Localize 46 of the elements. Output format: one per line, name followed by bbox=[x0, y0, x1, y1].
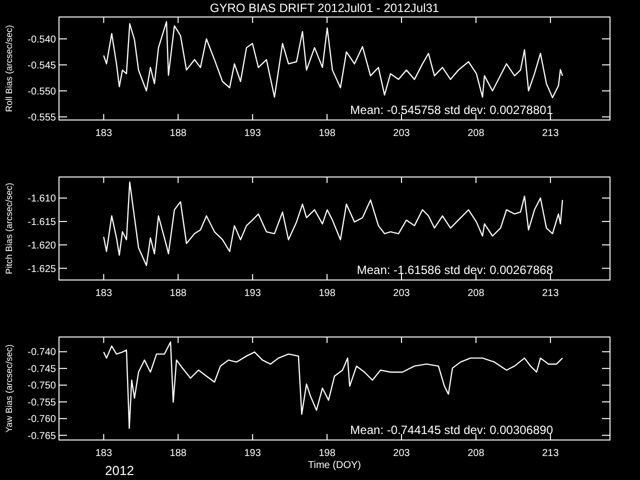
x-tick-label: 188 bbox=[170, 288, 187, 299]
y-tick-label: -0.750 bbox=[28, 380, 56, 392]
x-tick-label: 183 bbox=[95, 288, 112, 299]
x-tick-label: 213 bbox=[542, 288, 560, 299]
x-tick-label: 203 bbox=[393, 288, 410, 299]
x-tick-label: 198 bbox=[318, 128, 336, 139]
x-tick-label: 208 bbox=[468, 448, 485, 459]
x-tick-label: 213 bbox=[542, 128, 560, 139]
x-tick-label: 188 bbox=[170, 448, 187, 459]
y-tick-label: -0.555 bbox=[28, 112, 56, 124]
x-tick-label: 193 bbox=[244, 128, 262, 139]
x-tick-label: 213 bbox=[542, 448, 560, 459]
x-tick-label: 208 bbox=[468, 288, 485, 299]
y-tick-label: -0.740 bbox=[28, 347, 56, 358]
x-tick-label: 183 bbox=[95, 128, 112, 139]
line-series bbox=[103, 182, 564, 266]
y-tick-label: -0.550 bbox=[28, 86, 56, 98]
y-tick-label: -1.625 bbox=[28, 264, 56, 275]
x-tick-label: 203 bbox=[393, 128, 410, 139]
annotation: Mean: -0.545758 std dev: 0.00278801 bbox=[350, 103, 554, 117]
x-axis-title: Time (DOY) bbox=[308, 460, 361, 471]
x-tick-label: 208 bbox=[468, 128, 485, 139]
text: 2012 bbox=[105, 463, 134, 478]
chart-title: GYRO BIAS DRIFT 2012Jul01 - 2012Jul31 bbox=[210, 1, 440, 15]
annotation: Mean: -0.744145 std dev: 0.00306890 bbox=[350, 423, 554, 437]
x-tick-label: 198 bbox=[318, 288, 336, 299]
y-tick-label: -0.765 bbox=[28, 430, 56, 442]
y-tick-label: -1.615 bbox=[28, 216, 56, 228]
y-tick-label: -0.545 bbox=[28, 60, 56, 72]
line-series bbox=[103, 21, 564, 98]
x-tick-label: 203 bbox=[393, 448, 410, 459]
x-tick-label: 193 bbox=[244, 448, 262, 459]
x-tick-label: 198 bbox=[318, 448, 336, 459]
x-tick-label: 193 bbox=[244, 288, 262, 299]
y-axis-title: Roll Bias (arcsec/sec) bbox=[4, 24, 14, 112]
y-tick-label: -1.620 bbox=[28, 240, 56, 252]
y-axis-title: Pitch Bias (arcsec/sec) bbox=[4, 182, 14, 274]
x-tick-label: 183 bbox=[95, 448, 112, 459]
y-tick-label: -0.745 bbox=[28, 364, 56, 375]
y-tick-label: -0.760 bbox=[28, 414, 56, 426]
annotation: Mean: -1.61586 std dev: 0.00267868 bbox=[356, 263, 554, 277]
y-axis-title: Yaw Bias (arcsec/sec) bbox=[4, 344, 14, 433]
x-tick-label: 188 bbox=[170, 128, 187, 139]
y-tick-label: -0.540 bbox=[28, 34, 56, 46]
y-tick-label: -1.610 bbox=[28, 194, 56, 205]
y-tick-label: -0.755 bbox=[28, 397, 56, 408]
